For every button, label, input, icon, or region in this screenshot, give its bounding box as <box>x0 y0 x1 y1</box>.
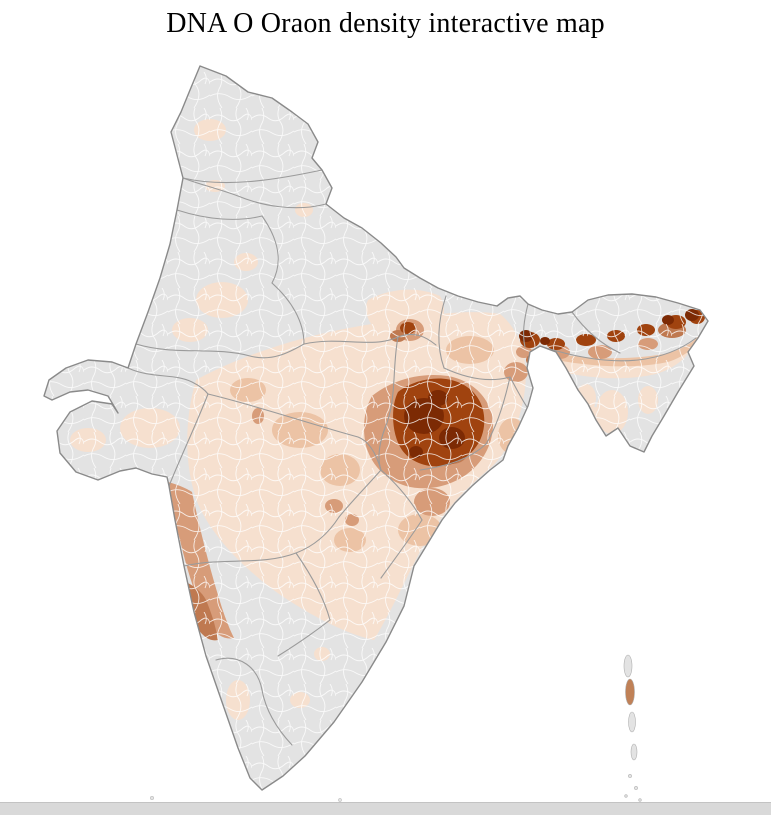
island-region[interactable] <box>628 774 632 778</box>
island-region[interactable] <box>628 711 636 733</box>
state-border-line <box>135 343 305 359</box>
state-border-line <box>509 376 528 408</box>
state-border-line <box>571 311 621 354</box>
state-border-line <box>539 337 697 362</box>
state-border-line <box>295 552 331 621</box>
state-border-line <box>443 367 511 381</box>
island-dot[interactable] <box>149 795 155 801</box>
island-region[interactable] <box>623 654 633 678</box>
state-border-line <box>182 169 323 184</box>
state-border-line <box>127 367 209 395</box>
state-border-line <box>207 393 382 471</box>
india-outline <box>43 65 709 791</box>
island-region[interactable] <box>634 786 638 790</box>
island-dot[interactable] <box>338 798 342 802</box>
state-border-line <box>277 619 331 657</box>
island-region[interactable] <box>624 794 628 798</box>
district-region[interactable] <box>529 461 537 471</box>
state-border-line <box>338 469 382 518</box>
urban-layer[interactable] <box>517 446 537 471</box>
island-region[interactable] <box>638 798 642 802</box>
state-border-line <box>485 376 511 445</box>
state-border-line <box>419 443 487 471</box>
state-border-line <box>303 333 437 346</box>
state-border-line <box>176 209 263 220</box>
state-border-line <box>438 295 447 369</box>
state-border-line <box>271 282 305 345</box>
district-region[interactable] <box>517 446 531 466</box>
state-border-line <box>380 469 423 521</box>
small-islands[interactable] <box>149 795 342 802</box>
page-title: DNA O Oraon density interactive map <box>166 8 605 39</box>
state-borders <box>127 169 697 746</box>
island-region[interactable] <box>630 743 638 761</box>
state-border-line <box>523 303 529 348</box>
state-border-line <box>182 177 327 209</box>
state-border-line <box>183 516 340 567</box>
district-borders-texture <box>44 66 708 790</box>
state-border-line <box>168 393 209 487</box>
bottom-edge-strip <box>0 802 771 815</box>
state-border-line <box>215 657 293 746</box>
island-region[interactable] <box>625 678 635 706</box>
state-border-line <box>380 519 423 579</box>
andaman-islands[interactable] <box>623 654 642 802</box>
state-border-line <box>378 336 399 471</box>
state-border-line <box>261 215 279 284</box>
